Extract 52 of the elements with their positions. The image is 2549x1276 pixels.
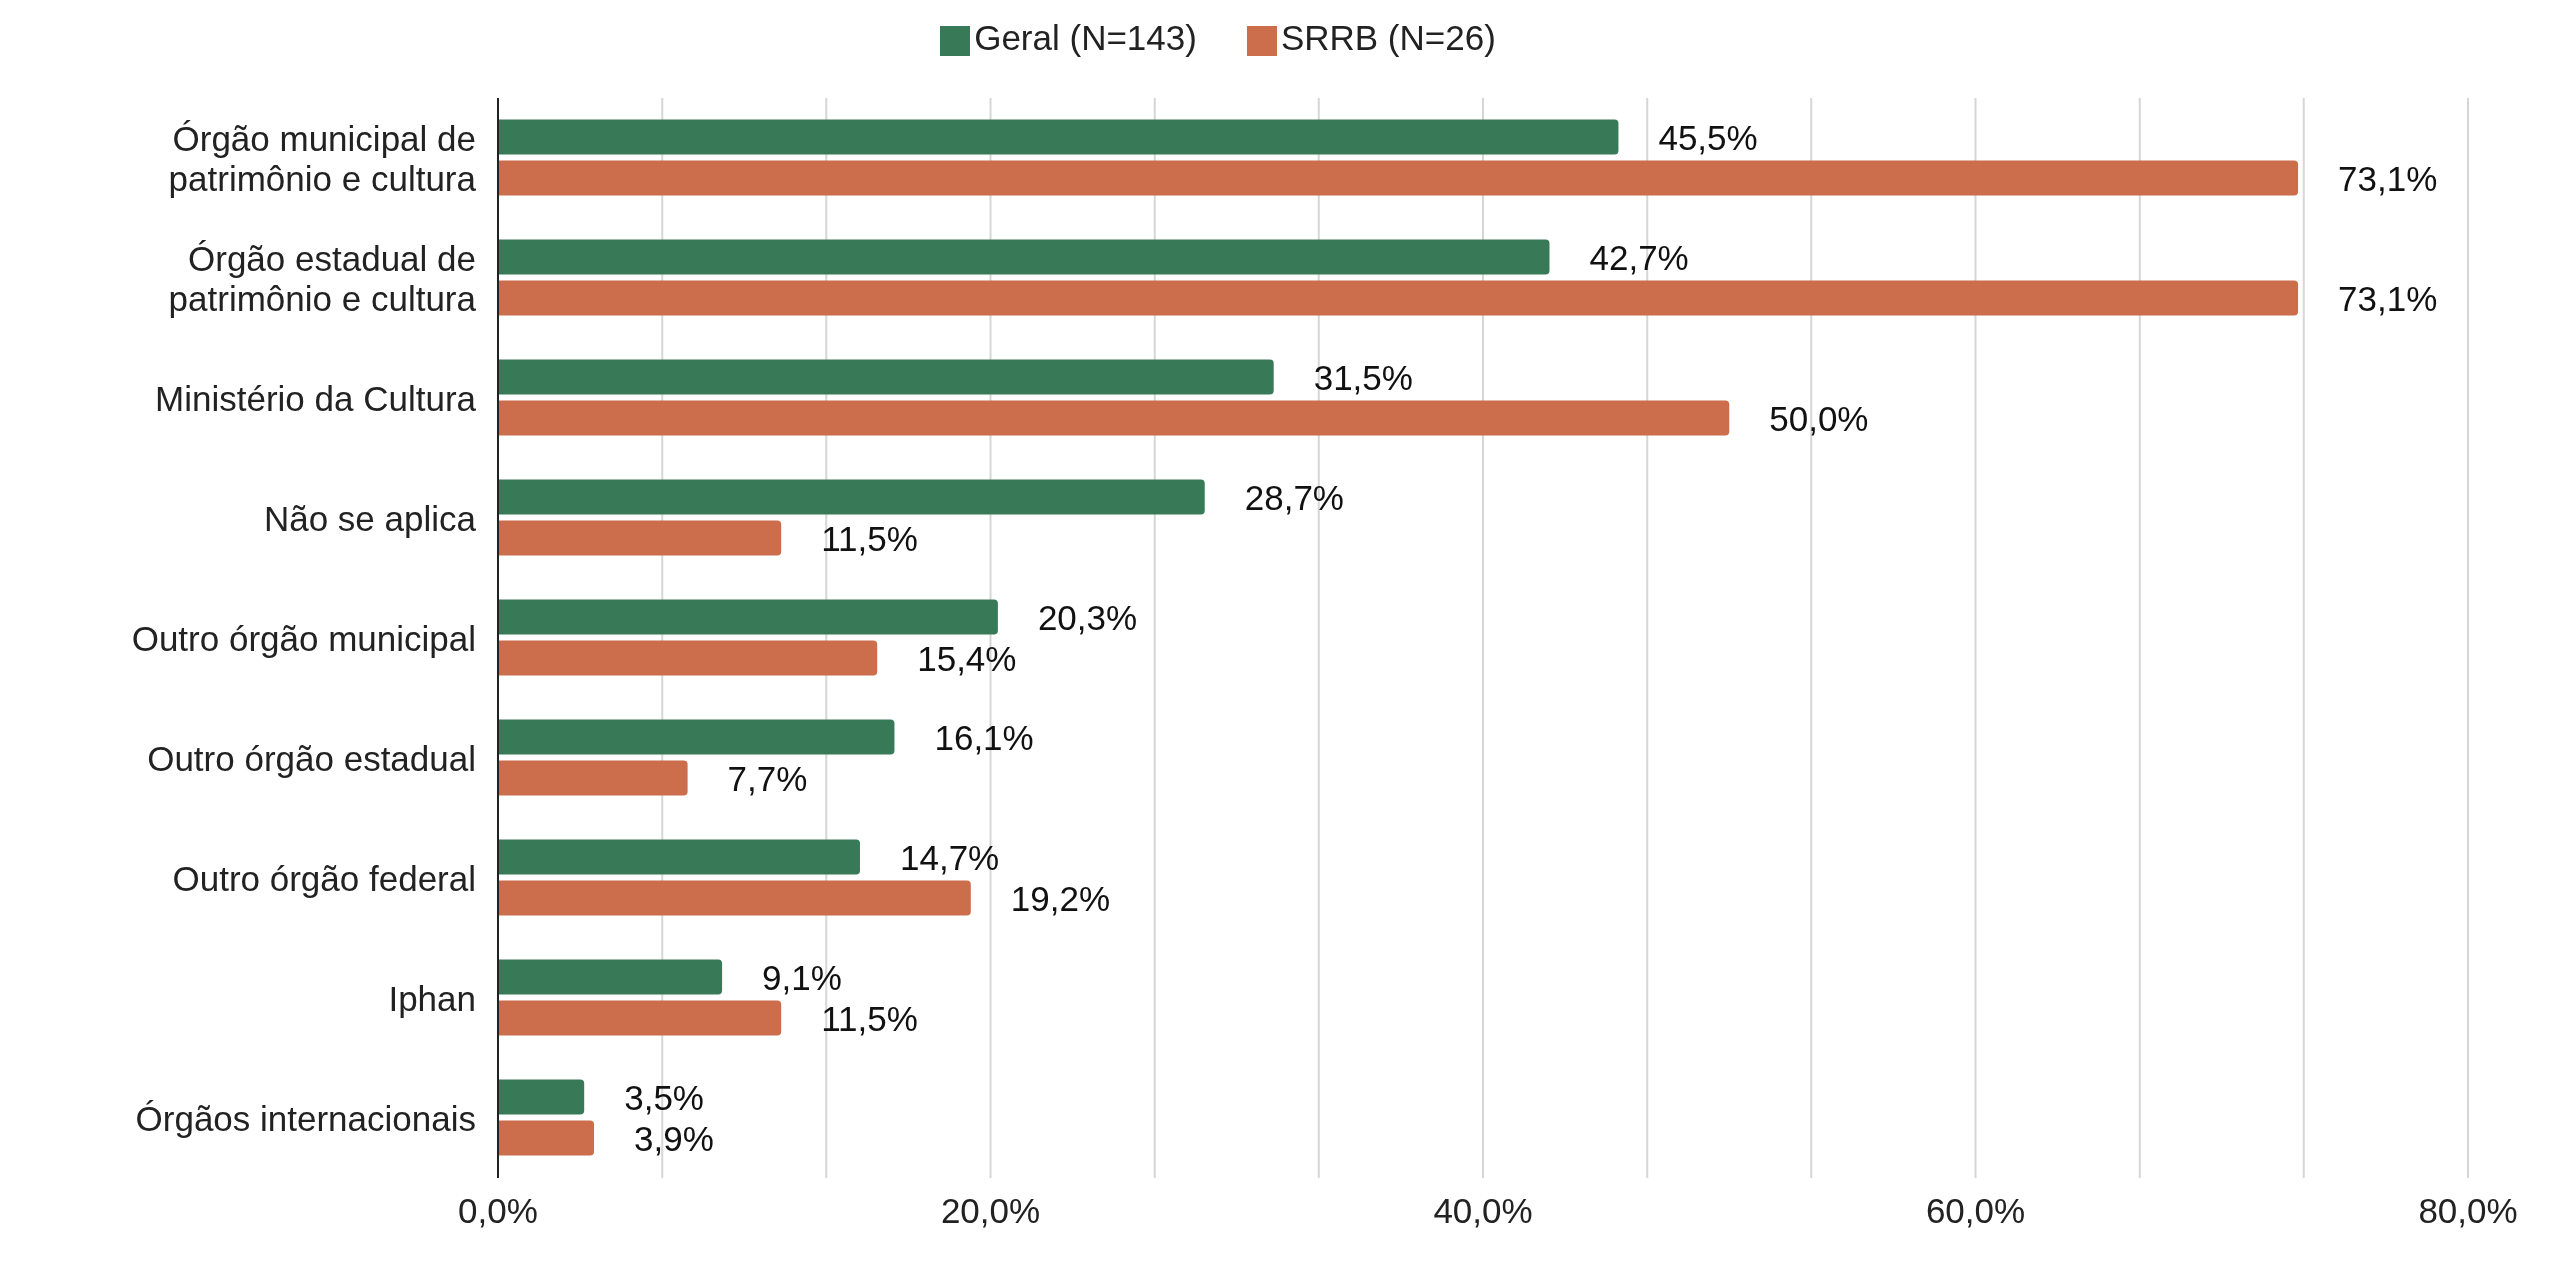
data-label: 14,7% xyxy=(899,837,1000,877)
x-tick-label: 80,0% xyxy=(2418,1190,2518,1230)
bar xyxy=(498,1000,782,1036)
bar xyxy=(498,239,1550,275)
legend-label: Geral (N=143) xyxy=(974,18,1197,57)
data-label: 45,5% xyxy=(1658,117,1758,157)
data-label: 19,2% xyxy=(1010,878,1111,918)
data-label: 11,5% xyxy=(821,518,918,558)
bar xyxy=(498,839,860,875)
data-label: 20,3% xyxy=(1037,597,1138,637)
legend-label: SRRB (N=26) xyxy=(1280,18,1496,57)
x-tick-label: 0,0% xyxy=(458,1190,538,1230)
bar xyxy=(498,479,1205,515)
y-tick-label: Órgãos internacionais xyxy=(135,1098,476,1138)
data-label: 15,4% xyxy=(917,638,1017,678)
x-tick-label: 40,0% xyxy=(1433,1190,1533,1230)
y-tick-label: Outro órgão municipal xyxy=(131,618,476,658)
data-label: 9,1% xyxy=(762,957,842,997)
bar xyxy=(498,520,782,556)
data-label: 7,7% xyxy=(727,758,808,798)
bar xyxy=(498,119,1619,155)
data-label: 73,1% xyxy=(2338,278,2438,318)
y-tick-label: Órgão estadual de patrimônio e cultura xyxy=(168,238,477,318)
bar xyxy=(498,599,998,635)
bar xyxy=(498,719,895,755)
y-tick-label: Não se aplica xyxy=(263,498,477,538)
data-label: 73,1% xyxy=(2338,158,2438,198)
x-tick-label: 20,0% xyxy=(940,1190,1041,1230)
y-tick-label: Outro órgão estadual xyxy=(147,738,476,778)
data-label: 42,7% xyxy=(1589,237,1689,277)
bar xyxy=(498,1079,585,1115)
data-label: 31,5% xyxy=(1313,357,1413,397)
bar xyxy=(498,640,878,676)
bar xyxy=(498,359,1274,395)
bar xyxy=(498,280,2299,316)
bar xyxy=(498,959,723,995)
bar xyxy=(498,160,2299,196)
y-tick-label: Iphan xyxy=(388,978,476,1018)
bar xyxy=(498,400,1730,436)
y-tick-label: Ministério da Cultura xyxy=(155,378,477,418)
data-label: 16,1% xyxy=(934,717,1034,757)
data-label: 28,7% xyxy=(1244,477,1344,517)
bar xyxy=(498,760,688,796)
data-label: 11,5% xyxy=(821,998,918,1038)
x-tick-label: 60,0% xyxy=(1925,1190,2026,1230)
data-label: 3,9% xyxy=(634,1118,714,1158)
bar xyxy=(498,880,971,916)
data-label: 3,5% xyxy=(624,1077,704,1117)
bar xyxy=(498,1120,595,1156)
data-label: 50,0% xyxy=(1769,398,1869,438)
y-tick-label: Órgão municipal de patrimônio e cultura xyxy=(168,118,477,198)
y-tick-label: Outro órgão federal xyxy=(172,858,476,898)
